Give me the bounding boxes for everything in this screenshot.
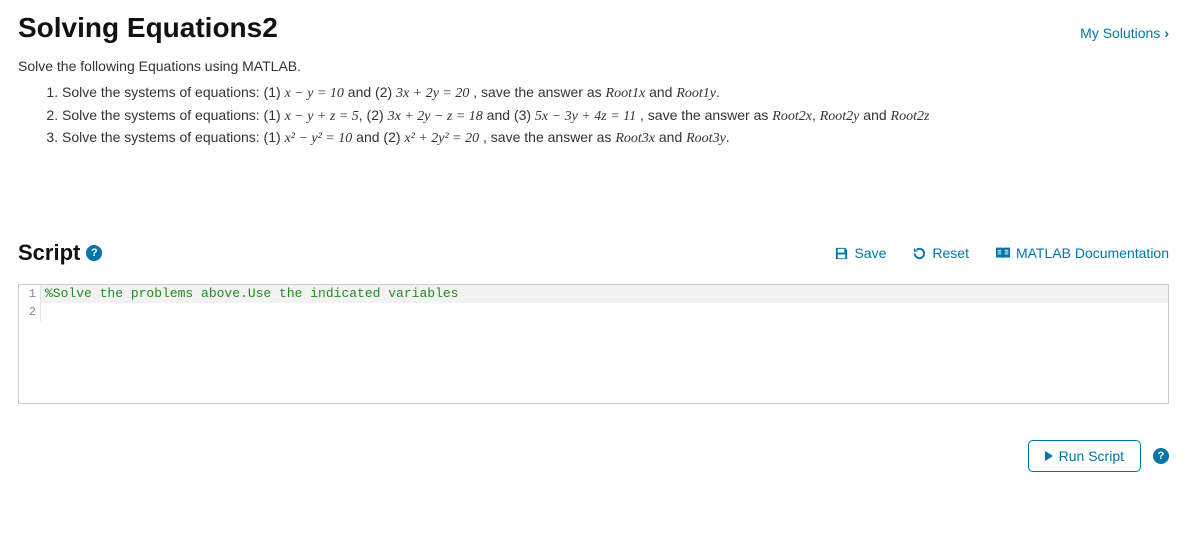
text: , [812,107,820,123]
variable: Root3y [686,131,726,146]
equation: 5x − 3y + 4z = 11 [535,109,636,124]
run-script-button[interactable]: Run Script [1028,440,1141,472]
editor-line: 1 %Solve the problems above.Use the indi… [19,285,1168,303]
variable: Root3x [615,131,655,146]
chevron-right-icon: › [1164,25,1169,41]
my-solutions-label: My Solutions [1080,25,1160,41]
text: Solve the systems of equations: (1) [62,129,285,145]
script-title-text: Script [18,240,80,266]
problem-list: Solve the systems of equations: (1) x − … [18,82,1169,150]
line-number: 1 [19,285,41,303]
variable: Root1x [606,86,646,101]
editor-line: 2 [19,303,1168,321]
problem-item-2: Solve the systems of equations: (1) x − … [62,105,1169,128]
run-label: Run Script [1059,448,1124,464]
equation: 3x + 2y = 20 [396,86,469,101]
reset-button[interactable]: Reset [912,245,969,261]
text: , save the answer as [469,84,605,100]
text: . [716,84,720,100]
text: and [655,129,686,145]
text: Solve the systems of equations: (1) [62,107,285,123]
help-icon[interactable]: ? [86,245,102,261]
page-title: Solving Equations2 [18,12,278,44]
equation: x − y = 10 [285,86,344,101]
text: and (2) [352,129,404,145]
code-editor[interactable]: 1 %Solve the problems above.Use the indi… [18,284,1169,404]
code-text[interactable]: %Solve the problems above.Use the indica… [41,285,1168,303]
text: Solve the systems of equations: (1) [62,84,285,100]
text: and (2) [344,84,396,100]
equation: x − y + z = 5 [285,109,359,124]
variable: Root1y [676,86,716,101]
text: and [645,84,676,100]
text: , save the answer as [479,129,615,145]
play-icon [1045,451,1053,461]
text: , save the answer as [636,107,772,123]
line-number: 2 [19,303,41,321]
text: , (2) [359,107,388,123]
save-label: Save [854,245,886,261]
variable: Root2x [772,109,812,124]
save-button[interactable]: Save [834,245,886,261]
variable: Root2z [891,109,930,124]
problem-item-3: Solve the systems of equations: (1) x² −… [62,127,1169,150]
equation: 3x + 2y − z = 18 [388,109,483,124]
docs-link[interactable]: MATLAB Documentation [995,245,1169,261]
book-icon [995,246,1011,260]
script-toolbar: Save Reset MATLAB Documentation [834,245,1169,261]
reset-icon [912,246,927,261]
script-section-title: Script ? [18,240,102,266]
problem-intro: Solve the following Equations using MATL… [18,58,1169,74]
text: . [726,129,730,145]
my-solutions-link[interactable]: My Solutions › [1080,25,1169,41]
equation: x² − y² = 10 [285,131,353,146]
problem-item-1: Solve the systems of equations: (1) x − … [62,82,1169,105]
save-icon [834,246,849,261]
reset-label: Reset [932,245,969,261]
text: and (3) [483,107,535,123]
text: and [859,107,890,123]
variable: Root2y [820,109,860,124]
docs-label: MATLAB Documentation [1016,245,1169,261]
code-text[interactable] [41,303,1168,321]
equation: x² + 2y² = 20 [404,131,479,146]
help-icon[interactable]: ? [1153,448,1169,464]
